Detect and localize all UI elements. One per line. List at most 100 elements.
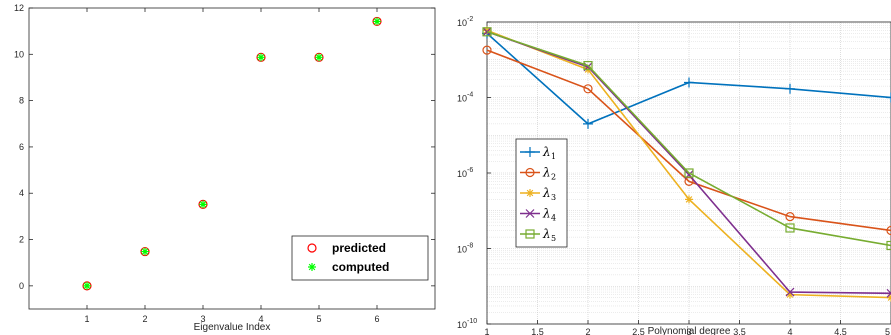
legend-subscript-λ5: 5	[551, 234, 556, 243]
data-point-λ1-shape	[583, 118, 593, 129]
data-point-λ3	[483, 26, 491, 35]
legend-marker-predicted-shape	[307, 243, 317, 253]
data-point-λ2-shape	[482, 45, 492, 55]
x-axis-label: Polynomial degree	[648, 326, 731, 335]
data-point-λ3-shape	[685, 195, 693, 204]
data-point-λ2-shape	[583, 84, 593, 94]
x-axis-label: Eigenvalue Index	[194, 322, 271, 333]
x-tick-label: 2	[585, 327, 590, 335]
y-tick-exponent: -6	[467, 167, 473, 174]
y-tick-label: 10	[457, 18, 467, 28]
data-point-λ2	[785, 211, 795, 222]
legend-subscript-λ3: 3	[551, 193, 556, 202]
data-point-λ4	[785, 287, 795, 297]
data-point-computed	[141, 247, 149, 256]
data-point-λ5-shape	[482, 27, 492, 37]
y-tick-exponent: -2	[467, 16, 473, 23]
data-point-λ1	[886, 92, 891, 103]
y-tick-label: 10	[457, 94, 467, 104]
data-point-λ2-shape	[785, 211, 795, 222]
legend-marker-λ4	[525, 209, 535, 218]
data-point-λ1-shape	[886, 92, 891, 103]
data-point-λ5-shape	[583, 60, 593, 71]
legend-marker-λ4-shape	[525, 209, 535, 218]
legend-marker-λ5-shape	[525, 229, 535, 239]
data-point-λ5-shape	[684, 168, 694, 178]
y-tick-label: 10	[14, 49, 24, 59]
y-tick-label: 4	[19, 188, 24, 198]
data-point-λ3-shape	[483, 26, 491, 35]
x-tick-label: 5	[316, 314, 321, 324]
data-point-λ5	[482, 27, 492, 37]
data-point-λ4-shape	[785, 287, 795, 297]
data-point-computed	[83, 281, 91, 290]
x-tick-label: 1	[484, 327, 489, 335]
data-point-computed	[373, 17, 381, 26]
legend-marker-λ2	[525, 167, 535, 178]
legend-marker-λ5	[525, 229, 535, 239]
data-point-λ4-shape	[482, 27, 492, 37]
data-point-λ1	[785, 83, 795, 94]
series-line-λ5	[486, 31, 891, 247]
data-point-λ2	[583, 84, 593, 94]
x-tick-label: 2	[142, 314, 147, 324]
legend-label-λ5: λ	[542, 227, 551, 241]
y-tick-exponent: -10	[467, 318, 477, 325]
data-point-λ2	[482, 45, 492, 55]
data-point-λ1-shape	[684, 77, 694, 88]
legend-marker-computed-shape	[308, 263, 316, 271]
data-point-λ1	[583, 118, 593, 129]
data-point-λ5	[886, 240, 891, 251]
y-tick-label: 10	[457, 320, 467, 330]
data-point-λ5	[785, 223, 795, 233]
y-tick-label: 12	[14, 3, 24, 13]
y-tick-label: 2	[19, 235, 24, 245]
data-point-computed	[315, 53, 323, 62]
data-point-computed-shape	[315, 53, 323, 62]
data-point-λ5-shape	[785, 223, 795, 233]
data-point-λ2	[886, 225, 891, 236]
legend-marker-computed	[308, 263, 316, 271]
data-point-λ1	[684, 77, 694, 88]
x-tick-label: 2.5	[632, 327, 645, 335]
legend-marker-λ3	[526, 189, 534, 197]
legend-marker-λ1-shape	[525, 147, 535, 157]
legend-marker-λ2-shape	[525, 167, 535, 178]
legend-label-predicted: predicted	[332, 241, 386, 255]
data-point-λ3	[685, 195, 693, 204]
data-point-computed-shape	[257, 53, 265, 62]
data-point-computed	[199, 200, 207, 209]
legend-subscript-λ1: 1	[551, 152, 556, 161]
y-tick-label: 6	[19, 142, 24, 152]
legend-label-λ3: λ	[542, 186, 551, 200]
data-point-λ5	[684, 168, 694, 178]
data-point-λ4-shape	[886, 288, 891, 298]
x-tick-label: 4	[258, 314, 263, 324]
y-tick-label: 10	[457, 245, 467, 255]
data-point-λ4	[886, 288, 891, 298]
data-point-computed-shape	[83, 281, 91, 290]
legend-label-λ4: λ	[542, 207, 551, 221]
x-tick-label: 3.5	[733, 327, 746, 335]
data-point-λ1-shape	[785, 83, 795, 94]
x-tick-label: 1	[84, 314, 89, 324]
data-point-λ5-shape	[886, 240, 891, 251]
legend-marker-predicted	[307, 243, 317, 253]
x-tick-label: 4	[787, 327, 792, 335]
x-tick-label: 3	[686, 327, 691, 335]
legend-label-computed: computed	[332, 260, 389, 274]
x-tick-label: 4.5	[834, 327, 847, 335]
x-tick-label: 3	[200, 314, 205, 324]
legend-marker-λ3-shape	[526, 189, 534, 197]
legend-label-λ1: λ	[542, 145, 551, 159]
series-line-λ2	[486, 49, 891, 232]
legend-box	[291, 235, 429, 281]
legend-marker-λ1	[525, 147, 535, 157]
y-tick-label: 10	[457, 169, 467, 179]
y-tick-label: 8	[19, 96, 24, 106]
y-tick-exponent: -8	[467, 243, 473, 250]
legend-subscript-λ2: 2	[551, 173, 556, 182]
